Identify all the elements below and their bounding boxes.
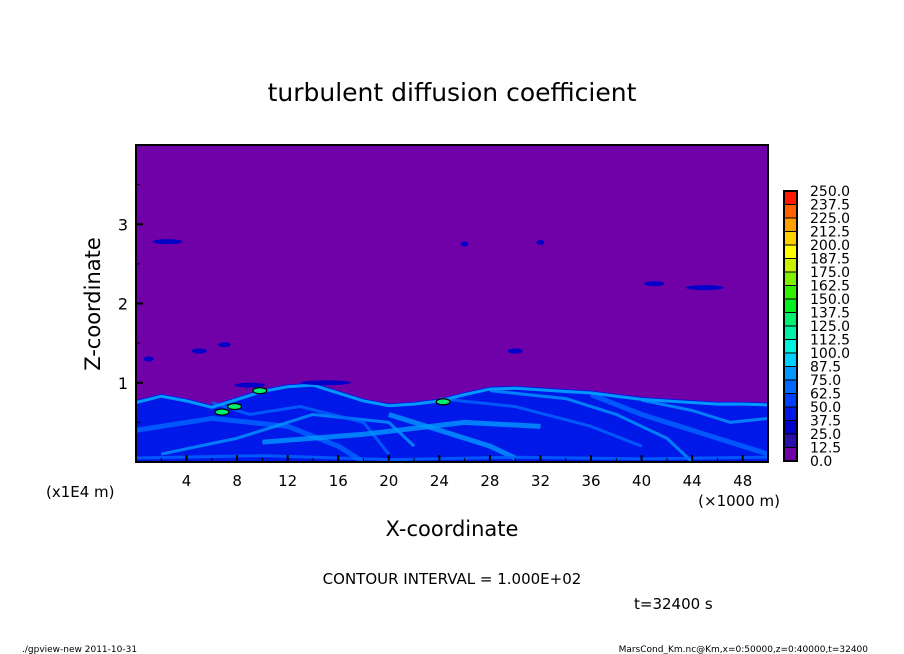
field-patch <box>152 239 183 245</box>
colorbar-swatch <box>783 285 798 300</box>
turbulence-streak <box>439 397 643 448</box>
colorbar-label: 237.5 <box>810 198 850 214</box>
footer-left: ./gpview-new 2011-10-31 <box>22 645 137 654</box>
turbulence-streak <box>590 392 768 457</box>
colorbar-label: 112.5 <box>810 333 850 349</box>
x-tick-label: 48 <box>733 472 752 490</box>
colorbar-label: 87.5 <box>810 360 841 376</box>
x-axis-label: X-coordinate <box>386 517 519 541</box>
heatmap-field <box>136 145 768 462</box>
field-patch <box>143 356 154 362</box>
x-tick-label: 44 <box>683 472 702 490</box>
turbulence-streak <box>641 398 768 424</box>
colorbar-swatch <box>783 339 798 354</box>
colorbar-label: 250.0 <box>810 184 850 200</box>
contour-100 <box>226 402 243 411</box>
x-unit-label: (×1000 m) <box>698 492 780 510</box>
x-tick-label: 20 <box>379 472 398 490</box>
turbulence-streak <box>136 454 768 462</box>
turbulence-streak <box>388 412 517 461</box>
colorbar-label: 50.0 <box>810 400 841 416</box>
colorbar-swatch <box>783 447 798 462</box>
colorbar-label: 175.0 <box>810 265 850 281</box>
colorbar-swatch <box>783 352 798 367</box>
colorbar-swatch <box>783 325 798 340</box>
x-tick-label: 24 <box>430 472 449 490</box>
colorbar: 0.012.525.037.550.062.575.087.5100.0112.… <box>783 184 850 470</box>
colorbar-swatch <box>783 433 798 448</box>
field-patch <box>218 342 231 348</box>
field-patch <box>460 241 469 247</box>
colorbar-swatch <box>783 379 798 394</box>
turbulence-streak <box>262 419 541 445</box>
colorbar-label: 212.5 <box>810 225 850 241</box>
contour-100 <box>435 398 451 406</box>
colorbar-label: 62.5 <box>810 387 841 403</box>
colorbar-swatch <box>783 406 798 421</box>
field-patch <box>234 382 265 388</box>
x-tick-label: 36 <box>581 472 600 490</box>
colorbar-label: 200.0 <box>810 238 850 254</box>
turbulence-streak <box>136 415 365 462</box>
field-patch <box>536 239 545 245</box>
chart-title: turbulent diffusion coefficient <box>268 78 637 107</box>
colorbar-swatch <box>783 312 798 327</box>
x-tick-label: 12 <box>278 472 297 490</box>
contour-100 <box>214 408 230 416</box>
time-label: t=32400 s <box>634 595 713 613</box>
field-patch <box>685 285 724 291</box>
y-tick-label: 3 <box>118 215 128 234</box>
colorbar-label: 125.0 <box>810 319 850 335</box>
colorbar-swatch <box>783 190 798 205</box>
field-patch <box>300 380 351 386</box>
y-tick-label: 2 <box>118 295 128 314</box>
field-patch <box>507 348 523 354</box>
colorbar-label: 225.0 <box>810 211 850 227</box>
colorbar-frame <box>783 190 798 462</box>
y-axis-label: Z-coordinate <box>81 237 105 371</box>
colorbar-label: 162.5 <box>810 279 850 295</box>
x-axis: 4 8 12 16 20 24 28 32 36 40 44 48 <box>160 455 752 490</box>
turbulence-streak <box>489 389 694 462</box>
colorbar-label: 12.5 <box>810 441 841 457</box>
y-axis: 1 2 3 <box>118 184 143 423</box>
colorbar-swatch <box>783 393 798 408</box>
contour-100 <box>252 387 268 395</box>
colorbar-swatch <box>783 217 798 232</box>
x-tick-label: 28 <box>480 472 499 490</box>
x-tick-label: 40 <box>632 472 651 490</box>
x-tick-label: 8 <box>232 472 242 490</box>
y-tick-label: 1 <box>118 374 128 393</box>
colorbar-swatch <box>783 244 798 259</box>
colorbar-label: 75.0 <box>810 373 841 389</box>
colorbar-label: 100.0 <box>810 346 850 362</box>
contour-interval-annotation: CONTOUR INTERVAL = 1.000E+02 <box>323 570 582 588</box>
colorbar-label: 37.5 <box>810 414 841 430</box>
colorbar-label: 187.5 <box>810 252 850 268</box>
colorbar-label: 137.5 <box>810 306 850 322</box>
footer-right: MarsCond_Km.nc@Km,x=0:50000,z=0:40000,t=… <box>619 645 869 654</box>
colorbar-label: 0.0 <box>810 454 832 470</box>
colorbar-swatch <box>783 420 798 435</box>
field-patch <box>191 348 207 354</box>
colorbar-swatch <box>783 258 798 273</box>
layer-top-edge <box>136 383 768 409</box>
colorbar-swatch <box>783 366 798 381</box>
colorbar-swatch <box>783 298 798 313</box>
x-tick-label: 32 <box>531 472 550 490</box>
colorbar-label: 150.0 <box>810 292 850 308</box>
field-patch <box>644 281 665 287</box>
colorbar-swatch <box>783 231 798 246</box>
x-tick-label: 16 <box>329 472 348 490</box>
colorbar-label: 25.0 <box>810 427 841 443</box>
colorbar-swatch <box>783 204 798 219</box>
colorbar-swatch <box>783 271 798 286</box>
x-tick-label: 4 <box>182 472 192 490</box>
y-unit-label: (x1E4 m) <box>46 483 115 501</box>
